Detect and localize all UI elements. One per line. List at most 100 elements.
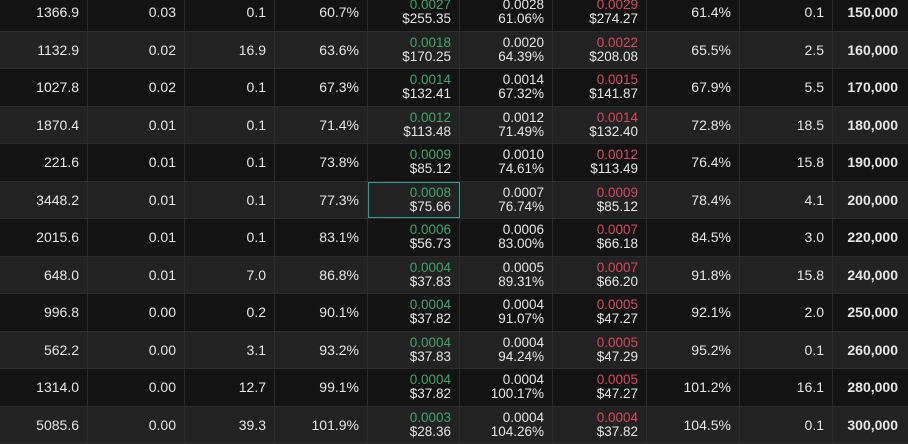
- col4-cell-c4: 90.1%: [319, 304, 359, 321]
- bid-cell[interactable]: 0.0004 $37.82: [368, 294, 460, 331]
- table-row[interactable]: 1366.9 0.03 0.1 60.7% 0.0027 $255.35 0.0028 61.…: [0, 0, 908, 32]
- mark-cell-mark: 0.0007: [502, 184, 544, 200]
- table-row[interactable]: 648.0 0.01 7.0 86.8% 0.0004 $37.83 0.0005 89.31…: [0, 256, 908, 294]
- strike-cell-strike: 190,000: [847, 154, 898, 171]
- col2-cell: 0.02: [88, 31, 185, 68]
- table-row[interactable]: 5085.6 0.00 39.3 101.9% 0.0003 $28.36 0.0004 10…: [0, 406, 908, 444]
- mark-cell-mark: 0.0014: [502, 72, 544, 88]
- bid-cell-bid-usd: $37.83: [409, 273, 451, 289]
- table-row[interactable]: 1870.4 0.01 0.1 71.4% 0.0012 $113.48 0.0012 71.…: [0, 106, 908, 144]
- table-row[interactable]: 1132.9 0.02 16.9 63.6% 0.0018 $170.25 0.0020 64…: [0, 31, 908, 69]
- col2-cell: 0.01: [88, 144, 185, 181]
- table-row[interactable]: 1314.0 0.00 12.7 99.1% 0.0004 $37.82 0.0004 100…: [0, 369, 908, 407]
- strike-cell: 250,000: [833, 294, 908, 331]
- col3-cell: 0.1: [185, 219, 275, 256]
- col8-cell-c8: 61.4%: [691, 4, 731, 21]
- bid-cell[interactable]: 0.0004 $37.83: [368, 256, 460, 293]
- mark-cell-mark: 0.0004: [502, 409, 544, 425]
- bid-cell[interactable]: 0.0004 $37.83: [368, 331, 460, 368]
- col3-cell: 12.7: [185, 369, 275, 406]
- table-row[interactable]: 562.2 0.00 3.1 93.2% 0.0004 $37.83 0.0004 94.24…: [0, 331, 908, 369]
- ask-cell-ask: 0.0004: [596, 409, 638, 425]
- bid-cell[interactable]: 0.0003 $28.36: [368, 406, 460, 443]
- bid-cell[interactable]: 0.0009 $85.12: [368, 144, 460, 181]
- col1-cell: 562.2: [0, 331, 88, 368]
- bid-cell-bid: 0.0014: [409, 72, 451, 88]
- strike-cell: 200,000: [833, 182, 908, 219]
- col3-cell: 7.0: [185, 256, 275, 293]
- bid-cell-bid: 0.0012: [409, 109, 451, 125]
- col9-cell-c9: 15.8: [796, 154, 824, 171]
- bid-cell-bid: 0.0006: [409, 222, 451, 238]
- col4-cell: 63.6%: [275, 31, 368, 68]
- strike-cell-strike: 220,000: [847, 229, 898, 246]
- ask-cell[interactable]: 0.0014 $132.40: [553, 106, 647, 143]
- bid-cell[interactable]: 0.0014 $132.41: [368, 69, 460, 106]
- col3-cell: 3.1: [185, 331, 275, 368]
- ask-cell[interactable]: 0.0009 $85.12: [553, 181, 647, 218]
- ask-cell[interactable]: 0.0022 $208.08: [553, 31, 647, 68]
- col2-cell: 0.01: [88, 256, 185, 293]
- mark-cell: 0.0004 91.07%: [460, 294, 553, 331]
- strike-cell-strike: 200,000: [847, 191, 898, 208]
- col1-cell: 5085.6: [0, 406, 88, 443]
- ask-cell[interactable]: 0.0007 $66.20: [553, 256, 647, 293]
- strike-cell: 170,000: [833, 69, 908, 106]
- mark-cell: 0.0020 64.39%: [460, 31, 553, 68]
- bid-cell-bid: 0.0004: [409, 259, 451, 275]
- mark-cell-mark: 0.0005: [502, 259, 544, 275]
- table-row[interactable]: 996.8 0.00 0.2 90.1% 0.0004 $37.82 0.0004 91.07…: [0, 294, 908, 332]
- ask-cell[interactable]: 0.0004 $37.82: [553, 406, 647, 443]
- bid-cell-bid-usd: $170.25: [402, 48, 451, 64]
- ask-cell-ask: 0.0007: [596, 222, 638, 238]
- col1-cell-c1: 648.0: [43, 266, 79, 283]
- col2-cell: 0.01: [88, 106, 185, 143]
- strike-cell-strike: 250,000: [847, 304, 898, 321]
- ask-cell-ask: 0.0014: [596, 109, 638, 125]
- col9-cell-c9: 2.0: [804, 304, 824, 321]
- col9-cell-c9: 0.1: [804, 4, 824, 21]
- col3-cell-c3: 7.0: [246, 266, 266, 283]
- table-row[interactable]: 3448.2 0.01 0.1 77.3% 0.0008 $75.66 0.0007 76.7…: [0, 181, 908, 219]
- ask-cell-ask-usd: $47.27: [596, 311, 638, 327]
- col3-cell-c3: 0.1: [246, 154, 266, 171]
- table-row[interactable]: 2015.6 0.01 0.1 83.1% 0.0006 $56.73 0.0006 83.0…: [0, 219, 908, 257]
- bid-cell[interactable]: 0.0027 $255.35: [368, 0, 460, 31]
- ask-cell[interactable]: 0.0029 $274.27: [553, 0, 647, 31]
- col3-cell-c3: 0.1: [246, 79, 266, 96]
- col8-cell: 76.4%: [647, 144, 740, 181]
- col3-cell: 16.9: [185, 31, 275, 68]
- col1-cell: 3448.2: [0, 181, 88, 218]
- bid-cell-bid: 0.0027: [409, 0, 451, 13]
- ask-cell[interactable]: 0.0005 $47.27: [553, 369, 647, 406]
- col1-cell-c1: 1132.9: [37, 41, 79, 58]
- col4-cell-c4: 71.4%: [319, 116, 359, 133]
- strike-cell-strike: 280,000: [847, 379, 898, 396]
- bid-cell[interactable]: 0.0018 $170.25: [368, 31, 460, 68]
- col1-cell-c1: 2015.6: [36, 229, 79, 246]
- col8-cell-c8: 104.5%: [683, 416, 731, 433]
- col8-cell-c8: 101.2%: [683, 379, 731, 396]
- col8-cell-c8: 84.5%: [691, 229, 731, 246]
- bid-cell[interactable]: 0.0006 $56.73: [368, 219, 460, 256]
- bid-cell[interactable]: 0.0004 $37.82: [368, 369, 460, 406]
- ask-cell[interactable]: 0.0005 $47.29: [553, 331, 647, 368]
- bid-cell[interactable]: 0.0012 $113.48: [368, 106, 460, 143]
- table-row[interactable]: 221.6 0.01 0.1 73.8% 0.0009 $85.12 0.0010 74.61…: [0, 144, 908, 182]
- col9-cell-c9: 4.1: [804, 191, 824, 208]
- ask-cell[interactable]: 0.0015 $141.87: [553, 69, 647, 106]
- col3-cell-c3: 12.7: [238, 379, 266, 396]
- mark-cell: 0.0004 94.24%: [460, 331, 553, 368]
- ask-cell[interactable]: 0.0007 $66.18: [553, 219, 647, 256]
- strike-cell-strike: 180,000: [847, 116, 898, 133]
- col2-cell: 0.00: [88, 406, 185, 443]
- col4-cell-c4: 77.3%: [319, 191, 359, 208]
- col4-cell: 67.3%: [275, 69, 368, 106]
- col1-cell-c1: 996.8: [43, 304, 79, 321]
- bid-cell[interactable]: 0.0008 $75.66: [368, 181, 460, 218]
- ask-cell[interactable]: 0.0005 $47.27: [553, 294, 647, 331]
- col1-cell: 1314.0: [0, 369, 88, 406]
- ask-cell[interactable]: 0.0012 $113.49: [553, 144, 647, 181]
- table-row[interactable]: 1027.8 0.02 0.1 67.3% 0.0014 $132.41 0.0014 67.…: [0, 69, 908, 107]
- col9-cell: 4.1: [740, 181, 833, 218]
